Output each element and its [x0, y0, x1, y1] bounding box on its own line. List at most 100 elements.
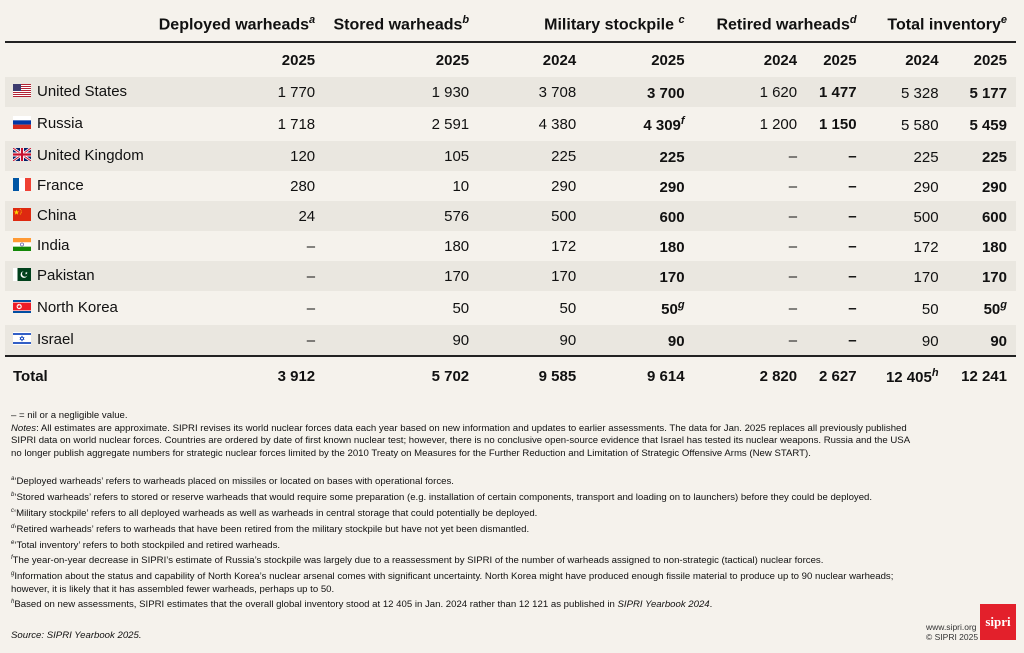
stored-2025: 90 — [324, 325, 479, 356]
military-2024: 500 — [478, 201, 586, 231]
retired-2025: – — [806, 141, 866, 171]
header-blank — [5, 8, 153, 42]
year-retired-2025: 2025 — [823, 51, 857, 69]
retired-2024: – — [693, 261, 807, 291]
total-retired-2024: 2 820 — [759, 367, 798, 385]
year-stored-2025: 2025 — [435, 51, 470, 69]
header-retired: Retired warheadsd — [716, 14, 857, 34]
country-cell: United Kingdom — [5, 141, 153, 171]
total-inventory-2024: 12 405h — [885, 366, 939, 386]
military-2024: 3 708 — [478, 77, 586, 107]
header-row-years: 2025 2025 2024 2025 2024 2025 2024 2025 — [5, 42, 1016, 77]
header-total: Total inventorye — [887, 14, 1007, 34]
deployed-2025: – — [306, 299, 316, 317]
deployed-2025: 24 — [152, 201, 325, 231]
table-row: India – 180 172 180 – – 172 180 — [5, 231, 1016, 261]
table-row: United Kingdom 120 105 225 225– –225 225 — [5, 141, 1016, 171]
retired-2024: – — [788, 299, 798, 317]
footnote-c: c‘Military stockpile’ refers to all depl… — [11, 507, 538, 520]
source-note: Source: SIPRI Yearbook 2025. — [11, 630, 142, 641]
france-flag-icon — [13, 177, 31, 195]
footnote-g: gInformation about the status and capabi… — [11, 571, 894, 595]
military-2025: 225 — [585, 141, 694, 171]
retired-2025: 1 477 — [806, 77, 866, 107]
general-notes: Notes: All estimates are approximate. SI… — [11, 422, 910, 459]
retired-2025: – — [806, 261, 866, 291]
table-row: Israel –90 90 90– –90 90 — [5, 325, 1016, 356]
retired-2024: 1 620 — [693, 77, 807, 107]
retired-2024: – — [693, 325, 807, 356]
india-flag-icon — [13, 237, 31, 255]
us-flag-icon — [13, 83, 31, 101]
year-deployed-2025: 2025 — [281, 51, 316, 69]
notes-section: – = nil or a negligible value. Notes: Al… — [11, 410, 916, 612]
stored-2025: 170 — [324, 261, 479, 291]
total-2024: 290 — [913, 178, 939, 196]
country-name: China — [37, 207, 77, 225]
country-cell: Russia — [5, 107, 153, 141]
retired-2025: – — [848, 299, 857, 317]
total-retired-2025: 2 627 — [819, 367, 857, 385]
retired-2025: – — [806, 325, 866, 356]
russia-flag-icon — [13, 115, 31, 133]
header-stored: Stored warheadsb — [333, 14, 470, 34]
table-row: United States 1 770 1 930 3 708 3 700 1 620 1 … — [5, 77, 1016, 107]
military-2025: 600 — [585, 201, 694, 231]
table-row: Pakistan –170 170 170– –170 170 — [5, 261, 1016, 291]
footnote-f: fThe year-on-year decrease in SIPRI’s es… — [11, 555, 824, 567]
military-2024: 170 — [478, 261, 586, 291]
site-credit: www.sipri.org © SIPRI 2025 — [926, 622, 978, 642]
military-2025: 50g — [661, 298, 685, 318]
deployed-2025: 120 — [152, 141, 325, 171]
total-2025: 170 — [947, 261, 1016, 291]
total-2024: 90 — [865, 325, 948, 356]
north-korea-flag-icon — [13, 299, 31, 317]
country-cell: China — [5, 201, 153, 231]
footnote-e: e‘Total inventory’ refers to both stockp… — [11, 539, 281, 551]
country-name: United Kingdom — [37, 147, 144, 165]
footnote-b: b‘Stored warheads’ refers to stored or r… — [11, 492, 873, 504]
stored-2025: 105 — [324, 141, 479, 171]
year-retired-2024: 2024 — [763, 51, 798, 69]
total-2024: 172 — [913, 238, 939, 256]
total-2025: 5 177 — [947, 77, 1016, 107]
year-military-2024: 2024 — [542, 51, 577, 69]
retired-2024: – — [693, 201, 807, 231]
military-2025: 180 — [659, 238, 685, 256]
stored-2025: 180 — [444, 237, 470, 255]
total-2024: 225 — [865, 141, 948, 171]
year-blank — [5, 42, 153, 77]
copyright: © SIPRI 2025 — [926, 632, 979, 642]
military-2024: 225 — [478, 141, 586, 171]
total-deployed: 3 912 — [277, 367, 316, 385]
total-label: Total — [13, 367, 48, 385]
table-row: Russia 1 718 2 591 4 380 4 309f 1 200 1 150 5 5… — [5, 107, 1016, 141]
pakistan-flag-icon — [13, 267, 31, 285]
stored-2025: 1 930 — [324, 77, 479, 107]
table-row: China 24 576 500 600– –500 600 — [5, 201, 1016, 231]
total-2025: 600 — [947, 201, 1016, 231]
footnote-h: hBased on new assessments, SIPRI estimat… — [11, 599, 713, 611]
total-2025: 290 — [981, 178, 1007, 196]
country-cell: Israel — [5, 325, 153, 356]
total-military-2025: 9 614 — [647, 367, 685, 385]
footnote-a: a‘Deployed warheads’ refers to warheads … — [11, 476, 454, 488]
retired-2024: – — [788, 237, 798, 255]
military-2024: 4 380 — [538, 115, 577, 133]
total-inventory-2025: 12 241 — [961, 367, 1007, 385]
footnotes-list: a‘Deployed warheads’ refers to warheads … — [11, 473, 916, 596]
site-url[interactable]: www.sipri.org — [926, 622, 977, 632]
header-deployed: Deployed warheadsa — [158, 14, 316, 34]
total-stored: 5 702 — [431, 367, 470, 385]
sipri-logo: sipri — [980, 604, 1016, 640]
military-2025: 4 309f — [643, 114, 685, 134]
deployed-2025: – — [152, 325, 325, 356]
total-2025: 180 — [981, 238, 1007, 256]
country-name: North Korea — [37, 299, 118, 317]
country-cell: United States — [5, 77, 153, 107]
country-name: United States — [37, 83, 128, 101]
total-2024: 5 580 — [901, 116, 939, 134]
country-name: Israel — [37, 331, 74, 349]
retired-2025: – — [806, 201, 866, 231]
country-cell: France — [5, 171, 153, 201]
